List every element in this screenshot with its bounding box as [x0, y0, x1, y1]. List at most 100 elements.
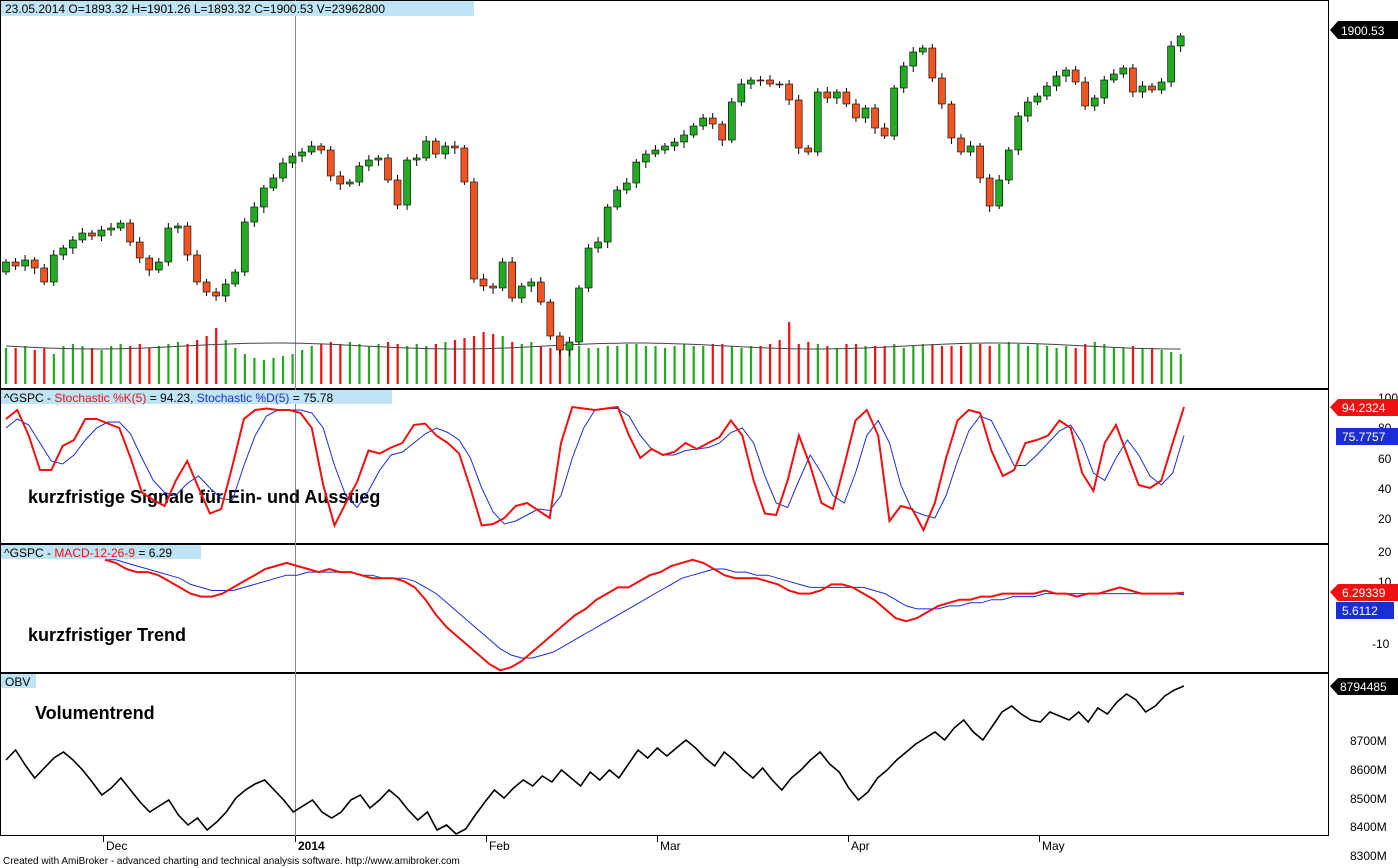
- volume-bar: [778, 340, 781, 384]
- volume-bar: [5, 348, 8, 384]
- volume-bar: [644, 346, 648, 384]
- volume-bar: [749, 346, 753, 384]
- candle: [508, 261, 516, 299]
- candle: [269, 177, 278, 189]
- macd-signal-tag-text: 5.6112: [1342, 604, 1378, 618]
- volume-bar: [1055, 348, 1058, 384]
- candle: [202, 281, 211, 293]
- volume-bar: [816, 344, 819, 384]
- volume-bar: [463, 338, 466, 384]
- candle: [651, 149, 660, 155]
- candle: [1100, 79, 1109, 99]
- macd-eq: = 6.29: [135, 546, 172, 560]
- candle: [1090, 97, 1099, 107]
- candle: [976, 145, 984, 179]
- volume-bar: [320, 344, 323, 384]
- candle: [21, 259, 29, 267]
- price-panel-frame: [0, 0, 1329, 389]
- volume-bar: [835, 348, 839, 384]
- price-header-bg: [1, 1, 474, 16]
- candle: [97, 229, 106, 237]
- price-value-tag: 1900.53: [1330, 21, 1398, 39]
- candle: [393, 179, 402, 206]
- x-axis: Dec 2014 Feb Mar Apr May: [103, 836, 1065, 853]
- volume-bar: [1170, 352, 1173, 384]
- candle: [326, 149, 335, 177]
- candle: [145, 257, 154, 271]
- candle: [1167, 45, 1175, 83]
- candle: [661, 145, 669, 151]
- x-label-mar: Mar: [660, 839, 681, 853]
- candle: [718, 123, 727, 141]
- candle: [1071, 69, 1080, 83]
- candle: [517, 285, 526, 299]
- volume-bar: [205, 336, 208, 384]
- candle: [727, 101, 736, 141]
- candle: [1052, 75, 1061, 87]
- stoch-annotation: kurzfristige Signale für Ein- und Aussti…: [28, 487, 380, 507]
- candle: [737, 83, 746, 103]
- volume-bar: [81, 346, 84, 384]
- candle: [126, 222, 134, 243]
- obv-tick-8300: 8300M: [1350, 849, 1387, 863]
- candle: [785, 83, 793, 101]
- candle: [985, 177, 994, 207]
- candle: [135, 241, 144, 259]
- volume-bar: [138, 344, 141, 384]
- candle: [107, 227, 115, 231]
- volume-bar: [845, 344, 848, 384]
- candle: [680, 134, 688, 143]
- candle: [699, 117, 707, 127]
- panel-frames: [0, 0, 1329, 836]
- volume-bar: [597, 348, 600, 384]
- volume-bar: [807, 342, 810, 384]
- volume-bar: [673, 346, 676, 384]
- volume-bar: [377, 344, 380, 384]
- candle: [613, 189, 622, 208]
- volume-bar: [1160, 350, 1163, 384]
- volume-bar: [243, 354, 246, 384]
- obv-header: OBV: [5, 675, 30, 689]
- candle: [890, 87, 898, 137]
- stoch-tick-60: 60: [1378, 452, 1392, 466]
- volume-bar: [176, 342, 180, 384]
- candle: [212, 291, 220, 297]
- candle: [813, 91, 822, 153]
- candle: [69, 239, 77, 249]
- volume-bar: [769, 344, 772, 384]
- volume-bar: [1036, 344, 1039, 384]
- candle: [1148, 85, 1156, 91]
- volume-bar: [702, 346, 705, 384]
- volume-bar: [186, 344, 189, 384]
- volume-bar: [1103, 344, 1106, 384]
- candle: [307, 145, 316, 153]
- candle: [833, 91, 841, 99]
- macd-signal-line: [105, 559, 1185, 659]
- candle: [431, 140, 440, 155]
- volume-bar: [931, 344, 934, 384]
- volume-bar: [291, 354, 294, 384]
- volume-bar: [950, 346, 953, 384]
- stoch-tick-20: 20: [1378, 512, 1392, 526]
- candle: [231, 271, 239, 285]
- candle: [766, 79, 774, 85]
- stoch-k-eq: = 94.23,: [146, 391, 196, 405]
- volume-bar: [854, 344, 858, 384]
- candle: [1062, 69, 1070, 77]
- candle: [536, 281, 545, 303]
- volume-bar: [979, 344, 982, 384]
- obv-tag-text: 8794485: [1340, 680, 1387, 694]
- volume-bar: [119, 344, 122, 384]
- candle: [670, 141, 679, 147]
- candle: [1138, 85, 1147, 93]
- macd-value-tag: 6.29339: [1330, 584, 1398, 601]
- volume-bar: [587, 348, 590, 384]
- x-label-dec: Dec: [106, 839, 127, 853]
- candle: [116, 222, 125, 229]
- volume-bar: [864, 346, 867, 384]
- volume-bar: [90, 348, 94, 384]
- volume-bar: [33, 350, 36, 384]
- candle: [899, 65, 908, 89]
